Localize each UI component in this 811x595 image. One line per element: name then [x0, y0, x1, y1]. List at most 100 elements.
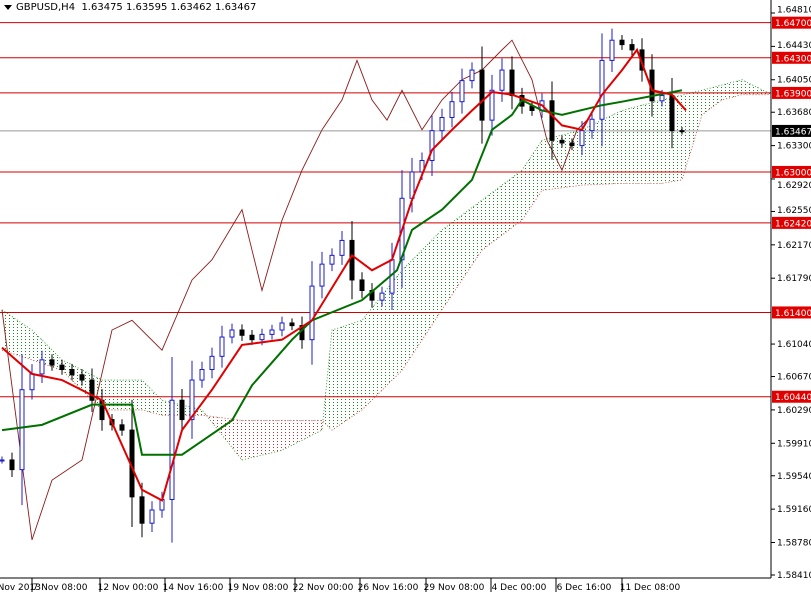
candle-body [319, 263, 325, 287]
level-price-label-bg [772, 51, 811, 64]
candle-body [59, 364, 65, 371]
candle-body [629, 44, 635, 51]
candle-body [39, 359, 45, 375]
candle-body [169, 399, 175, 500]
senkou-span-b-line [1, 94, 772, 431]
candle-body [139, 496, 145, 524]
kumo-cloud-segment [2, 309, 32, 360]
price-tick-label: 1.61040 [777, 340, 811, 350]
level-price-label: 1.63900 [775, 89, 811, 99]
price-tick-label: 1.64430 [777, 41, 811, 51]
candle-body [79, 374, 85, 381]
level-price-label-bg [772, 165, 811, 178]
ohlc-values: 1.63475 1.63595 1.63462 1.63467 [81, 2, 257, 13]
candle-body [419, 160, 425, 173]
price-tick-label: 1.60670 [777, 373, 811, 383]
candle-body [49, 359, 55, 366]
time-tick-label: 4 Dec 00:00 [492, 583, 547, 593]
price-axis-bg [771, 0, 811, 595]
price-tick-label: 1.60290 [777, 406, 811, 416]
kumo-cloud-segment [682, 85, 722, 180]
kumo-cloud-segment [522, 140, 542, 221]
candle-body [239, 329, 245, 336]
level-price-label-bg [772, 216, 811, 229]
price-tick-label: 1.58780 [777, 539, 811, 549]
candle-body [119, 424, 125, 431]
candle-body [269, 329, 275, 335]
candle-body [199, 369, 205, 381]
price-tick-label: 1.59160 [777, 505, 811, 515]
time-tick-label: 7 Nov 08:00 [33, 583, 88, 593]
candle-body [29, 373, 35, 391]
candle-body [329, 254, 335, 265]
candle-body [229, 329, 235, 338]
candle-body [89, 379, 95, 401]
price-tick-label: 1.64050 [777, 76, 811, 86]
candle-body [309, 285, 315, 341]
kumo-cloud-segment [442, 200, 482, 310]
candle-body [579, 130, 585, 147]
candle-body [0, 459, 5, 462]
tenkan-sen-line [1, 47, 687, 502]
level-price-label-bg [772, 86, 811, 99]
current-price-label-bg [772, 124, 811, 137]
candle-body [259, 333, 265, 341]
kumo-cloud-segment [202, 409, 242, 460]
level-price-label: 1.62420 [775, 219, 811, 229]
chart-header: GBPUSD,H4 1.63475 1.63595 1.63462 1.6346… [4, 2, 256, 13]
price-tick-label: 1.59540 [777, 472, 811, 482]
candle-body [179, 399, 185, 421]
candle-body [9, 459, 15, 471]
time-tick-label: 19 Nov 08:00 [228, 583, 289, 593]
price-tick-label: 1.62170 [777, 241, 811, 251]
time-tick-label: 26 Nov 16:00 [358, 583, 419, 593]
time-tick-label: 14 Nov 16:00 [163, 583, 224, 593]
candle-body [279, 322, 285, 331]
candle-body [449, 101, 455, 118]
kumo-cloud-segment [242, 420, 282, 460]
time-tick-label: 22 Nov 00:00 [293, 583, 354, 593]
candle-body [19, 389, 25, 471]
candle-body [559, 139, 565, 144]
candle-body [439, 116, 445, 132]
dropdown-triangle-icon[interactable] [4, 4, 12, 10]
level-price-label: 1.60440 [775, 393, 811, 403]
candle-body [379, 292, 385, 301]
candle-body [359, 279, 365, 291]
candle-body [429, 130, 435, 162]
candle-body [219, 336, 225, 357]
level-price-label: 1.64300 [775, 54, 811, 64]
candle-body [149, 509, 155, 524]
kumo-cloud-segment [332, 320, 362, 431]
candle-body [69, 369, 75, 376]
senkou-span-a-line [1, 79, 773, 461]
candle-body [669, 95, 675, 132]
time-tick-label: 12 Nov 00:00 [98, 583, 159, 593]
level-price-label: 1.63000 [775, 168, 811, 178]
level-price-label: 1.61400 [775, 309, 811, 319]
candle-body [609, 39, 615, 61]
candle-body [509, 69, 515, 97]
kumo-cloud-segment [662, 90, 702, 184]
kumo-cloud-segment [722, 79, 772, 100]
level-price-label-bg [772, 390, 811, 403]
candle-body [189, 379, 195, 421]
price-tick-label: 1.63300 [777, 142, 811, 152]
candle-body [249, 334, 255, 341]
candle-body [489, 89, 495, 121]
price-tick-label: 1.62550 [777, 206, 811, 216]
time-tick-label: 6 Dec 16:00 [557, 583, 612, 593]
price-tick-label: 1.58410 [777, 571, 811, 581]
candle-body [339, 239, 345, 256]
candle-body [289, 322, 295, 327]
price-tick-label: 1.62920 [777, 181, 811, 191]
candle-body [349, 239, 355, 281]
candle-body [549, 100, 555, 141]
candle-body [459, 80, 465, 103]
time-tick-label: 11 Dec 08:00 [620, 583, 681, 593]
candle-body [569, 142, 575, 147]
chikou-span-line [1, 39, 588, 541]
time-tick-label: 29 Nov 08:00 [424, 583, 485, 593]
